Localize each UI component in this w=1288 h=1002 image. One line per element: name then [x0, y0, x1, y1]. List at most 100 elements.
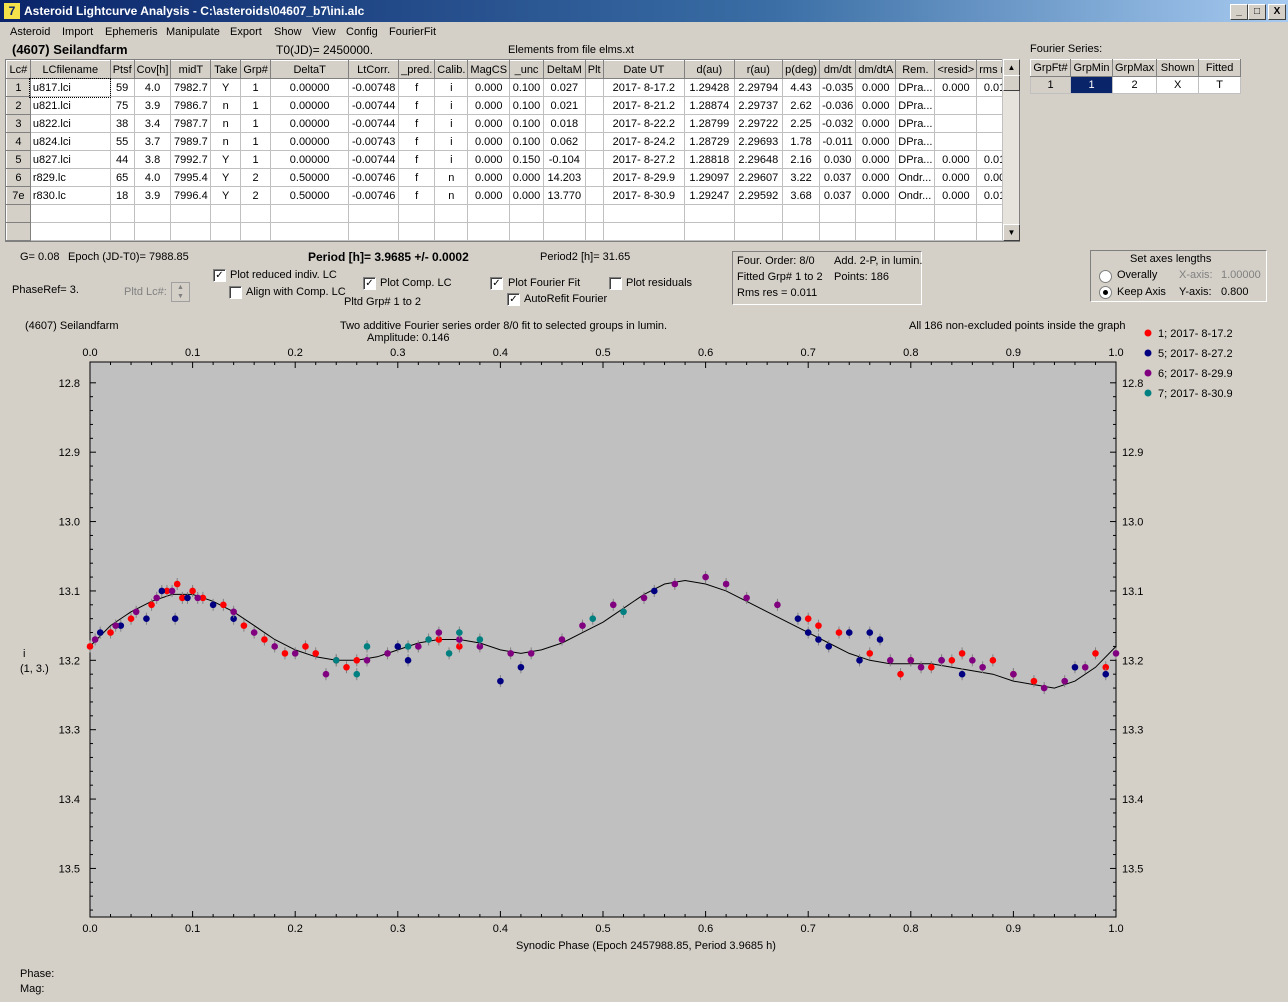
table-cell[interactable]: 0.027	[542, 78, 586, 97]
table-cell[interactable]: r830.lc	[29, 186, 111, 205]
row-header-cell[interactable]: 6	[6, 168, 31, 187]
fourier-col-grpft[interactable]: GrpFt#	[1030, 59, 1071, 77]
table-header-cell[interactable]: Lc#	[6, 60, 31, 79]
table-cell[interactable]: 38	[109, 114, 135, 133]
table-cell[interactable]	[684, 204, 735, 223]
table-header-cell[interactable]: Ptsf	[109, 60, 135, 79]
menu-export[interactable]: Export	[230, 26, 262, 38]
table-row[interactable]: 6 r829.lc 65 4.0 7995.4 Y 2 0.50000 -0.00746 f n 0.…	[6, 168, 1019, 187]
row-header-cell[interactable]: 7e	[6, 186, 31, 205]
table-cell[interactable]	[210, 204, 242, 223]
row-header-cell[interactable]	[6, 222, 31, 241]
table-cell[interactable]	[819, 204, 857, 223]
table-cell[interactable]	[584, 132, 604, 151]
table-cell[interactable]: f	[398, 168, 436, 187]
table-cell[interactable]	[467, 204, 511, 223]
table-cell[interactable]: 2017- 8-29.9	[602, 168, 686, 187]
fourier-cell-fitted[interactable]: T	[1198, 76, 1242, 94]
table-header-cell[interactable]: Cov[h]	[133, 60, 172, 79]
autorefit-checkbox[interactable]: ✓	[507, 293, 520, 306]
table-header-cell[interactable]: LtCorr.	[348, 60, 400, 79]
table-cell[interactable]: 2017- 8-30.9	[602, 186, 686, 205]
table-cell[interactable]: 3.9	[133, 186, 172, 205]
table-cell[interactable]: 1	[240, 114, 272, 133]
table-cell[interactable]: 55	[109, 132, 135, 151]
table-cell[interactable]: Ondr...	[895, 186, 936, 205]
maximize-button[interactable]: □	[1248, 4, 1266, 20]
table-cell[interactable]	[434, 222, 469, 241]
menu-fourierfit[interactable]: FourierFit	[389, 26, 437, 38]
fourier-cell-grpft[interactable]: 1	[1030, 76, 1071, 94]
scroll-thumb[interactable]	[1003, 75, 1020, 91]
table-cell[interactable]: 0.000	[855, 114, 897, 133]
table-cell[interactable]: 0.100	[509, 114, 544, 133]
table-cell[interactable]: 44	[109, 150, 135, 169]
table-cell[interactable]	[398, 204, 436, 223]
table-cell[interactable]: 0.000	[855, 186, 897, 205]
table-cell[interactable]: Y	[210, 168, 242, 187]
table-cell[interactable]: 2.29607	[733, 168, 784, 187]
menu-show[interactable]: Show	[274, 26, 302, 38]
menu-import[interactable]: Import	[62, 26, 94, 38]
table-cell[interactable]: -0.011	[819, 132, 857, 151]
row-header-cell[interactable]: 1	[6, 78, 31, 97]
table-header-cell[interactable]: d(au)	[684, 60, 735, 79]
table-cell[interactable]	[782, 204, 821, 223]
fourier-cell-grpmin[interactable]: 1	[1070, 76, 1113, 94]
table-cell[interactable]: DPra...	[895, 132, 936, 151]
table-header-cell[interactable]: DeltaM	[542, 60, 586, 79]
table-header-cell[interactable]: MagCS	[467, 60, 511, 79]
table-row[interactable]: 7e r830.lc 18 3.9 7996.4 Y 2 0.50000 -0.00746 f n 0…	[6, 186, 1019, 205]
table-cell[interactable]: -0.00744	[348, 96, 400, 115]
table-cell[interactable]: 1	[240, 150, 272, 169]
table-cell[interactable]: r829.lc	[29, 168, 111, 187]
table-cell[interactable]	[509, 204, 544, 223]
table-cell[interactable]: -0.032	[819, 114, 857, 133]
table-cell[interactable]: 0.000	[467, 96, 511, 115]
fourier-col-shown[interactable]: Shown	[1156, 59, 1200, 77]
table-cell[interactable]	[934, 114, 978, 133]
table-cell[interactable]: i	[434, 96, 469, 115]
table-cell[interactable]: -0.00748	[348, 78, 400, 97]
table-cell[interactable]: 1.29247	[684, 186, 735, 205]
table-row[interactable]: 3 u822.lci 38 3.4 7987.7 n 1 0.00000 -0.00744 f i 0…	[6, 114, 1019, 133]
table-cell[interactable]: 4.0	[133, 78, 172, 97]
table-header-cell[interactable]: _unc	[509, 60, 544, 79]
y-axis-value[interactable]: 0.800	[1221, 286, 1249, 298]
table-cell[interactable]	[584, 186, 604, 205]
table-header-cell[interactable]: dm/dt	[819, 60, 857, 79]
table-cell[interactable]: u827.lci	[29, 150, 111, 169]
table-row[interactable]: 2 u821.lci 75 3.9 7986.7 n 1 0.00000 -0.00744 f i 0…	[6, 96, 1019, 115]
table-cell[interactable]: 65	[109, 168, 135, 187]
menu-config[interactable]: Config	[346, 26, 378, 38]
table-cell[interactable]	[467, 222, 511, 241]
table-cell[interactable]: 7992.7	[170, 150, 212, 169]
fourier-cell-grpmax[interactable]: 2	[1111, 76, 1158, 94]
table-cell[interactable]: 4.0	[133, 168, 172, 187]
table-row[interactable]: 4 u824.lci 55 3.7 7989.7 n 1 0.00000 -0.00743 f i 0…	[6, 132, 1019, 151]
plot-reduced-checkbox[interactable]: ✓	[213, 269, 226, 282]
table-cell[interactable]: i	[434, 114, 469, 133]
table-cell[interactable]: 2.29592	[733, 186, 784, 205]
plot-residuals-checkbox[interactable]	[609, 277, 622, 290]
table-cell[interactable]: f	[398, 132, 436, 151]
fourier-series-table[interactable]: GrpFt# GrpMin GrpMax Shown Fitted 1 1 2 …	[1030, 59, 1242, 94]
table-cell[interactable]	[895, 204, 936, 223]
table-cell[interactable]	[133, 204, 172, 223]
row-header-cell[interactable]: 2	[6, 96, 31, 115]
table-cell[interactable]: -0.104	[542, 150, 586, 169]
table-cell[interactable]	[170, 204, 212, 223]
table-cell[interactable]	[434, 204, 469, 223]
table-cell[interactable]: 2.16	[782, 150, 821, 169]
table-cell[interactable]	[398, 222, 436, 241]
table-row[interactable]	[6, 222, 1019, 241]
table-cell[interactable]: n	[434, 186, 469, 205]
table-cell[interactable]	[733, 222, 784, 241]
table-header-cell[interactable]: Rem.	[895, 60, 936, 79]
table-cell[interactable]: n	[210, 114, 242, 133]
table-cell[interactable]	[584, 222, 604, 241]
table-cell[interactable]: 0.50000	[270, 186, 350, 205]
table-header-cell[interactable]: midT	[170, 60, 212, 79]
table-cell[interactable]: 0.100	[509, 78, 544, 97]
table-cell[interactable]	[584, 204, 604, 223]
